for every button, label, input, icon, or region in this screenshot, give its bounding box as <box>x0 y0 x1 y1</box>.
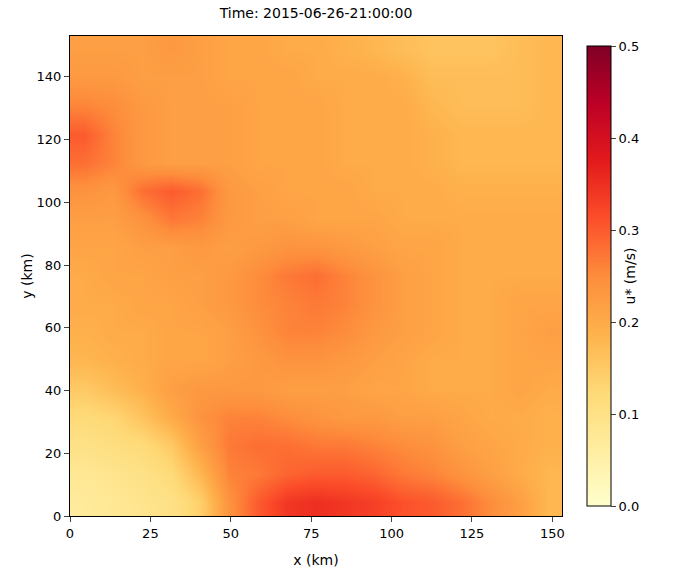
svg-text:0.0: 0.0 <box>619 499 640 514</box>
svg-text:60: 60 <box>45 320 62 335</box>
svg-text:Time: 2015-06-26-21:00:00: Time: 2015-06-26-21:00:00 <box>219 5 413 21</box>
svg-text:0.1: 0.1 <box>619 407 640 422</box>
svg-text:u* (m/s): u* (m/s) <box>622 248 638 305</box>
svg-text:0.4: 0.4 <box>619 131 640 146</box>
svg-text:0: 0 <box>66 526 74 541</box>
svg-text:40: 40 <box>45 383 62 398</box>
svg-text:0.3: 0.3 <box>619 223 640 238</box>
svg-text:125: 125 <box>460 526 485 541</box>
svg-text:140: 140 <box>37 69 62 84</box>
svg-text:y (km): y (km) <box>19 253 35 298</box>
svg-text:100: 100 <box>37 195 62 210</box>
svg-text:20: 20 <box>45 446 62 461</box>
svg-text:75: 75 <box>303 526 320 541</box>
svg-text:50: 50 <box>223 526 240 541</box>
svg-text:150: 150 <box>540 526 565 541</box>
svg-text:80: 80 <box>45 258 62 273</box>
svg-text:0.2: 0.2 <box>619 315 640 330</box>
svg-text:0.5: 0.5 <box>619 39 640 54</box>
svg-text:120: 120 <box>37 132 62 147</box>
svg-text:x (km): x (km) <box>293 552 338 568</box>
svg-text:100: 100 <box>379 526 404 541</box>
svg-text:25: 25 <box>142 526 159 541</box>
svg-text:0: 0 <box>53 509 61 524</box>
